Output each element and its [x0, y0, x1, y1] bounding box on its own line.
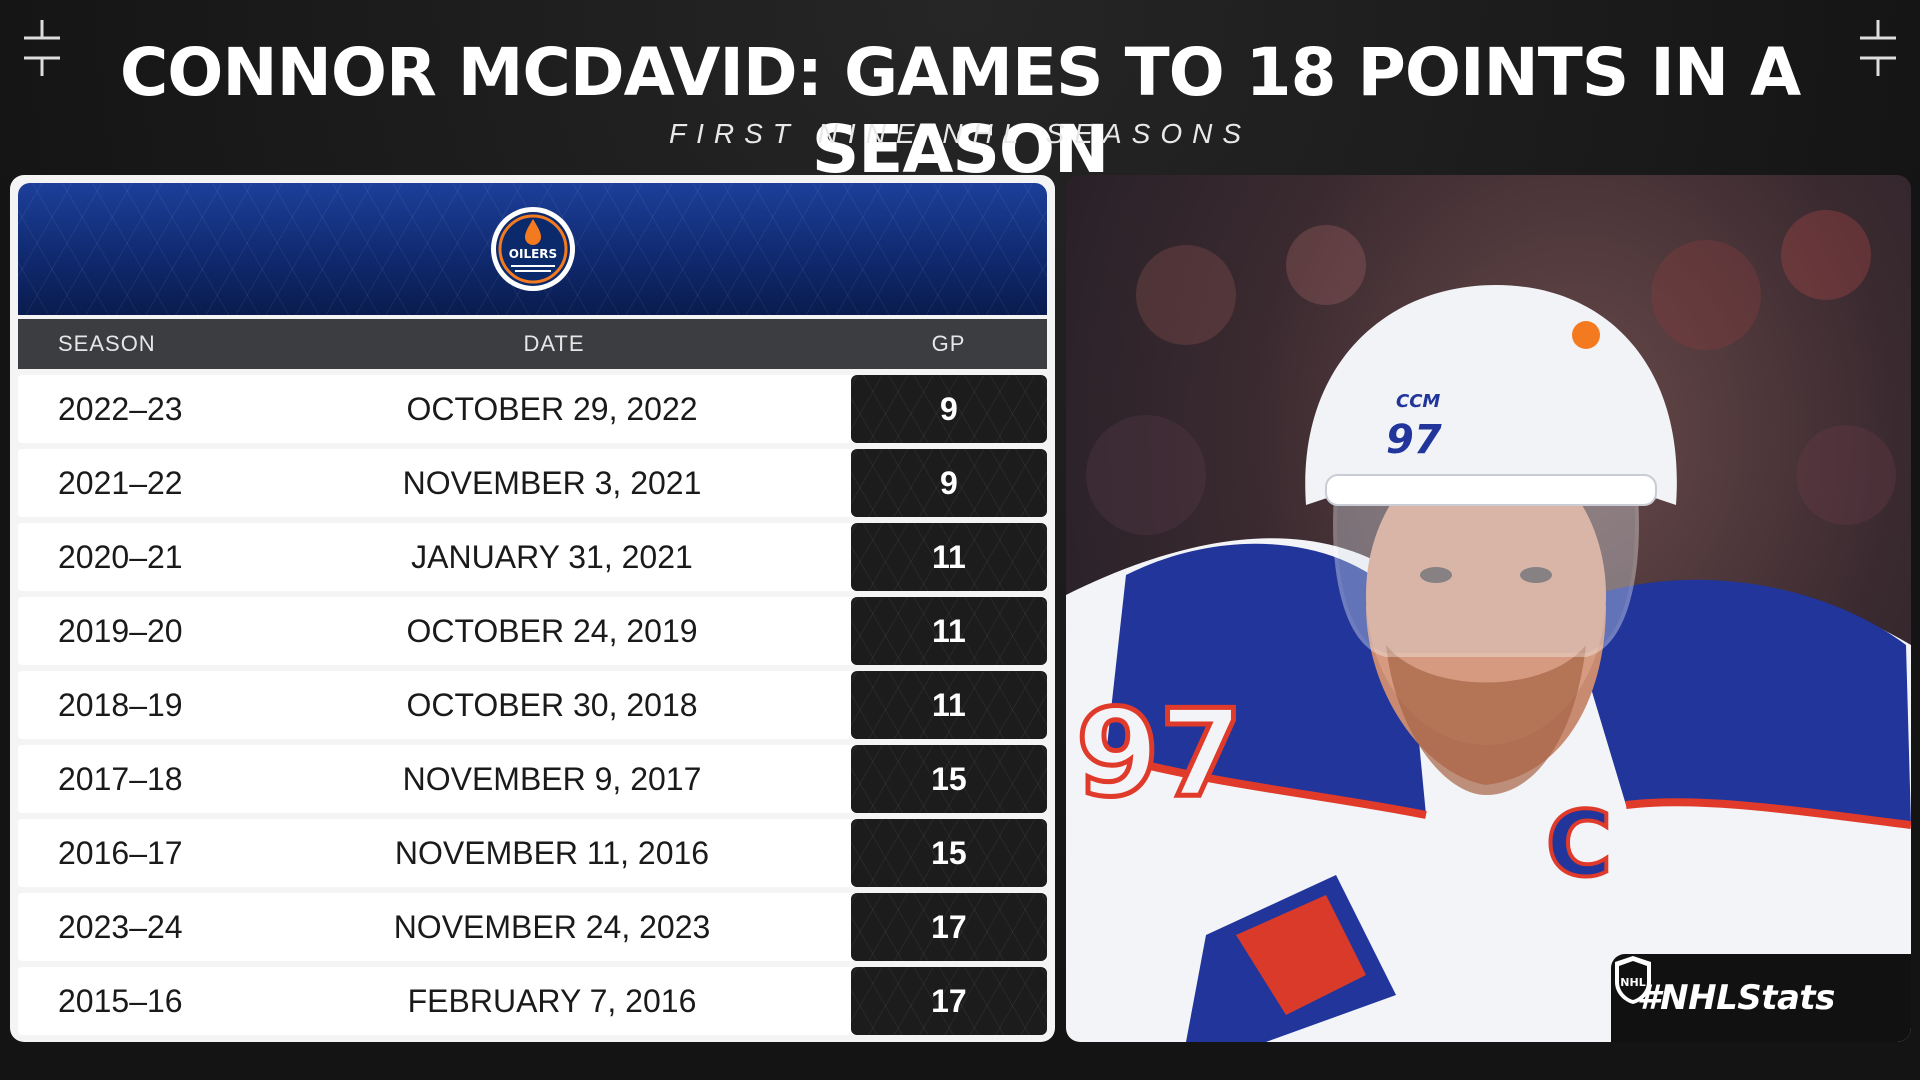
date-cell: JANUARY 31, 2021 [411, 538, 693, 575]
season-cell: 2015–16 [58, 982, 183, 1019]
oilers-logo-text: OILERS [508, 247, 556, 261]
table-header: SEASON DATE GP [18, 319, 1047, 369]
date-cell: NOVEMBER 24, 2023 [393, 908, 711, 945]
corner-crosshair-icon [24, 20, 60, 76]
gp-cell: 17 [850, 967, 1047, 1035]
season-cell: 2019–20 [58, 612, 183, 649]
date-cell: OCTOBER 24, 2019 [406, 612, 698, 649]
column-header-date: DATE [523, 331, 585, 356]
page-subtitle: FIRST NINE NHL SEASONS [668, 118, 1251, 149]
date-cell: NOVEMBER 3, 2021 [402, 464, 702, 501]
stats-table-card: OILERS SEASON DATE GP 2022–23 OCTOBER 29… [10, 175, 1055, 1042]
date-cell: NOVEMBER 9, 2017 [402, 760, 702, 797]
season-cell: 2020–21 [58, 538, 183, 575]
table-row: 2018–19 OCTOBER 30, 2018 11 [18, 671, 1047, 739]
gp-cell: 11 [850, 597, 1047, 665]
hashtag-label: #NHLStats [1637, 978, 1835, 1018]
season-cell: 2016–17 [58, 834, 183, 871]
column-header-gp: GP [931, 331, 966, 356]
date-cell: OCTOBER 29, 2022 [406, 390, 698, 427]
helmet-number: 97 [1386, 417, 1442, 463]
nhl-shield-icon: NHL [1615, 956, 1651, 1004]
season-cell: 2018–19 [58, 686, 183, 723]
table-body: 2022–23 OCTOBER 29, 2022 9 2021–22 NOVEM… [18, 375, 1047, 1035]
nhl-stats-badge: NHL #NHLStats [1611, 954, 1911, 1042]
table-row: 2020–21 JANUARY 31, 2021 11 [18, 523, 1047, 591]
sleeve-number: 97 [1076, 685, 1243, 824]
season-cell: 2022–23 [58, 390, 183, 427]
season-cell: 2017–18 [58, 760, 183, 797]
table-row: 2021–22 NOVEMBER 3, 2021 9 [18, 449, 1047, 517]
gp-cell: 11 [850, 523, 1047, 591]
page-title: CONNOR MCDAVID: GAMES TO 18 POINTS IN A … [119, 34, 1801, 188]
table-row: 2019–20 OCTOBER 24, 2019 11 [18, 597, 1047, 665]
season-cell: 2021–22 [58, 464, 183, 501]
gp-cell: 15 [850, 819, 1047, 887]
date-cell: OCTOBER 30, 2018 [406, 686, 698, 723]
captain-c-mark: C [1546, 792, 1612, 897]
nhl-logo-text: NHL [1620, 976, 1645, 989]
column-header-season: SEASON [58, 331, 156, 356]
date-cell: NOVEMBER 11, 2016 [394, 834, 710, 871]
table-row: 2016–17 NOVEMBER 11, 2016 15 [18, 819, 1047, 887]
player-illustration: 97 C 97 CCM [1066, 210, 1911, 1042]
corner-crosshair-icon [1860, 20, 1896, 76]
gp-cell: 15 [850, 745, 1047, 813]
oilers-logo-icon: OILERS [490, 207, 575, 291]
date-cell: FEBRUARY 7, 2016 [407, 982, 697, 1019]
helmet-brand-text: CCM [1396, 391, 1440, 412]
table-row: 2015–16 FEBRUARY 7, 2016 17 [18, 967, 1047, 1035]
table-row: 2022–23 OCTOBER 29, 2022 9 [18, 375, 1047, 443]
table-row: 2023–24 NOVEMBER 24, 2023 17 [18, 893, 1047, 961]
player-photo: 97 C 97 CCM NHL #NHLStats [1066, 175, 1911, 1042]
gp-cell: 17 [850, 893, 1047, 961]
gp-cell: 9 [850, 375, 1047, 443]
season-cell: 2023–24 [58, 908, 183, 945]
gp-cell: 9 [850, 449, 1047, 517]
team-banner: OILERS [18, 183, 1047, 315]
gp-cell: 11 [850, 671, 1047, 739]
table-row: 2017–18 NOVEMBER 9, 2017 15 [18, 745, 1047, 813]
